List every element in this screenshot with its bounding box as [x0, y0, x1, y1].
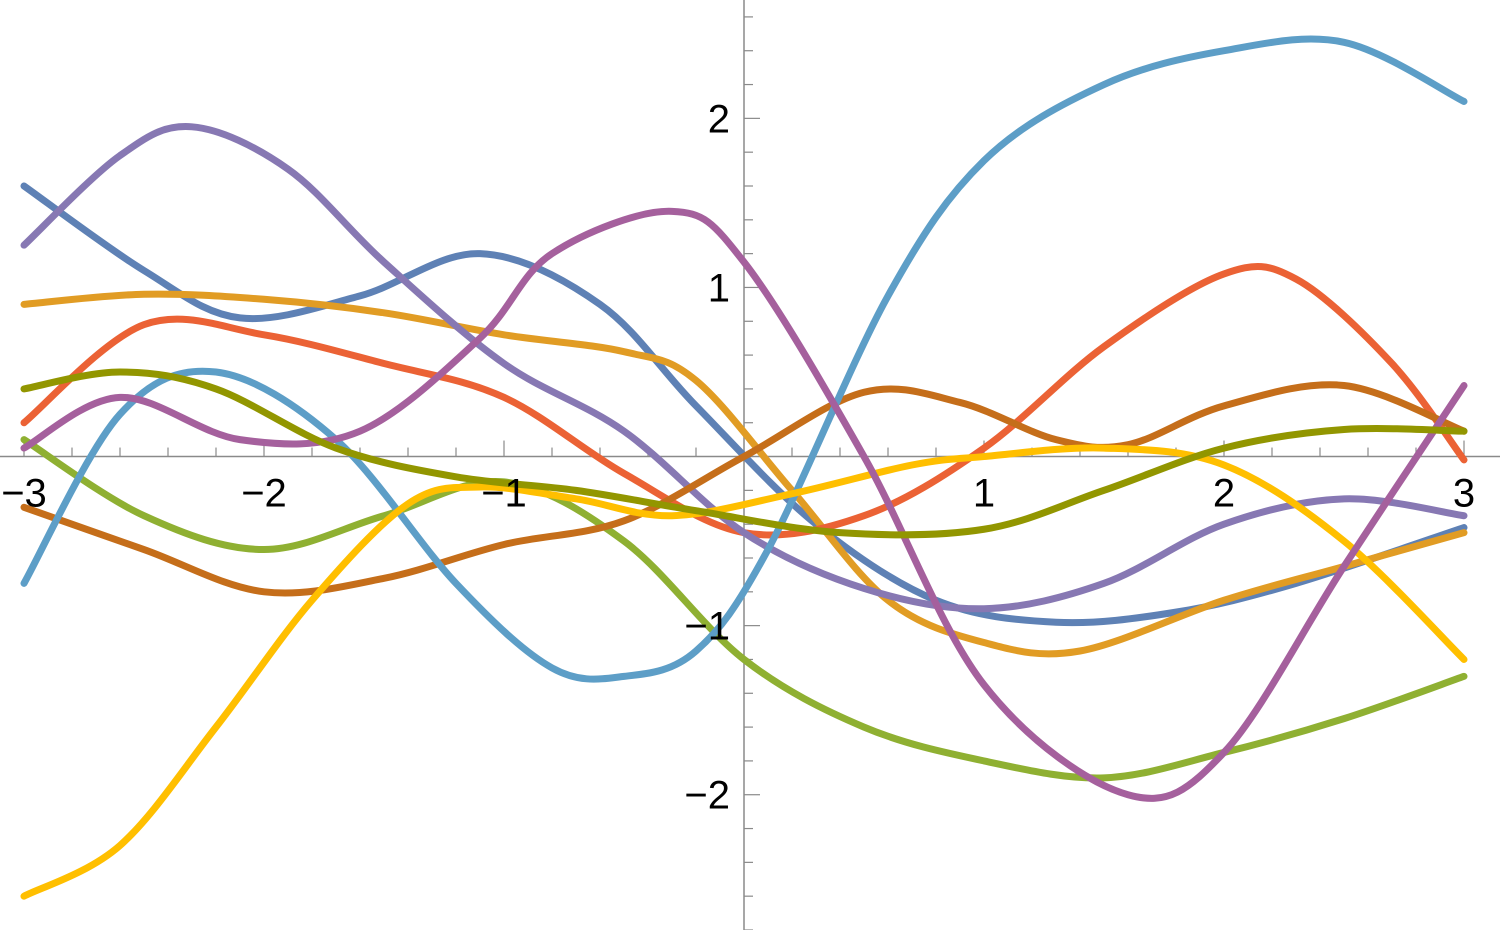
y-tick-label: 1	[708, 266, 730, 310]
x-tick-label: 3	[1453, 472, 1475, 516]
x-tick-label: 2	[1213, 472, 1235, 516]
y-tick-label: 2	[708, 97, 730, 141]
line-series-1	[20, 182, 1468, 627]
y-tick-label: −1	[684, 605, 730, 649]
x-tick-label: 1	[973, 472, 995, 516]
line-series-4	[20, 262, 1468, 539]
line-series-9	[20, 207, 1468, 802]
tick-labels: −3 −2 −1 1 2 3 −2 −1 1 2	[1, 97, 1475, 817]
x-tick-label: −3	[1, 472, 47, 516]
line-series-8	[20, 444, 1468, 900]
x-tick-label: −1	[481, 472, 527, 516]
line-series-5	[20, 123, 1468, 613]
y-tick-label: −2	[684, 774, 730, 818]
line-series-7	[20, 35, 1468, 683]
line-series-10	[20, 368, 1468, 539]
line-series-6	[20, 381, 1468, 597]
x-tick-label: −2	[241, 472, 287, 516]
plot-lines	[20, 35, 1468, 900]
